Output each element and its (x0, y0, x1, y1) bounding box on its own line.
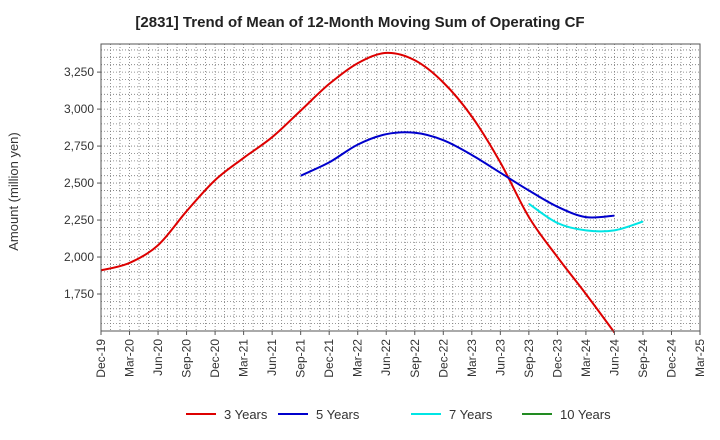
legend-label-3-years: 3 Years (224, 407, 268, 422)
x-tick-label: Sep-23 (522, 339, 536, 378)
x-tick-label: Sep-24 (636, 339, 650, 378)
x-tick-label: Sep-22 (408, 339, 422, 378)
y-tick-label: 1,750 (64, 287, 94, 301)
x-tick-label: Mar-25 (693, 339, 707, 377)
x-tick-label: Mar-24 (579, 339, 593, 377)
legend: 3 Years 5 Years 7 Years 10 Years (186, 407, 611, 422)
y-tick-label: 3,000 (64, 102, 94, 116)
y-axis-ticks: 1,750 2,000 2,250 2,500 2,750 3,000 3,250 (64, 65, 101, 301)
x-tick-label: Mar-20 (123, 339, 137, 377)
x-tick-label: Jun-24 (607, 339, 621, 376)
y-axis-label: Amount (million yen) (6, 132, 21, 251)
x-tick-label: Dec-24 (664, 339, 678, 378)
series-layer (100, 51, 644, 334)
x-tick-label: Jun-23 (493, 339, 507, 376)
x-tick-label: Mar-22 (351, 339, 365, 377)
x-tick-label: Mar-23 (465, 339, 479, 377)
x-tick-label: Dec-20 (208, 339, 222, 378)
x-tick-label: Dec-19 (94, 339, 108, 378)
y-tick-label: 3,250 (64, 65, 94, 79)
y-tick-label: 2,250 (64, 213, 94, 227)
series-line-5-years (300, 131, 615, 219)
x-tick-label: Jun-20 (151, 339, 165, 376)
legend-label-5-years: 5 Years (316, 407, 360, 422)
x-tick-label: Sep-21 (294, 339, 308, 378)
x-tick-label: Jun-22 (379, 339, 393, 376)
chart-title: [2831] Trend of Mean of 12-Month Moving … (135, 14, 585, 31)
y-tick-label: 2,000 (64, 250, 94, 264)
legend-label-7-years: 7 Years (449, 407, 493, 422)
y-tick-label: 2,500 (64, 176, 94, 190)
x-tick-label: Mar-21 (237, 339, 251, 377)
x-tick-label: Sep-20 (180, 339, 194, 378)
x-axis-ticks: Dec-19 Mar-20 Jun-20 Sep-20 Dec-20 Mar-21 Jun-… (94, 331, 707, 378)
series-line-3-years (100, 51, 616, 334)
grid-layer (101, 44, 700, 331)
legend-label-10-years: 10 Years (560, 407, 611, 422)
series-line-7-years (528, 202, 644, 233)
y-tick-label: 2,750 (64, 139, 94, 153)
plot-frame (100, 43, 701, 332)
x-tick-label: Dec-21 (322, 339, 336, 378)
x-tick-label: Dec-23 (550, 339, 564, 378)
x-tick-label: Jun-21 (265, 339, 279, 376)
x-tick-label: Dec-22 (436, 339, 450, 378)
